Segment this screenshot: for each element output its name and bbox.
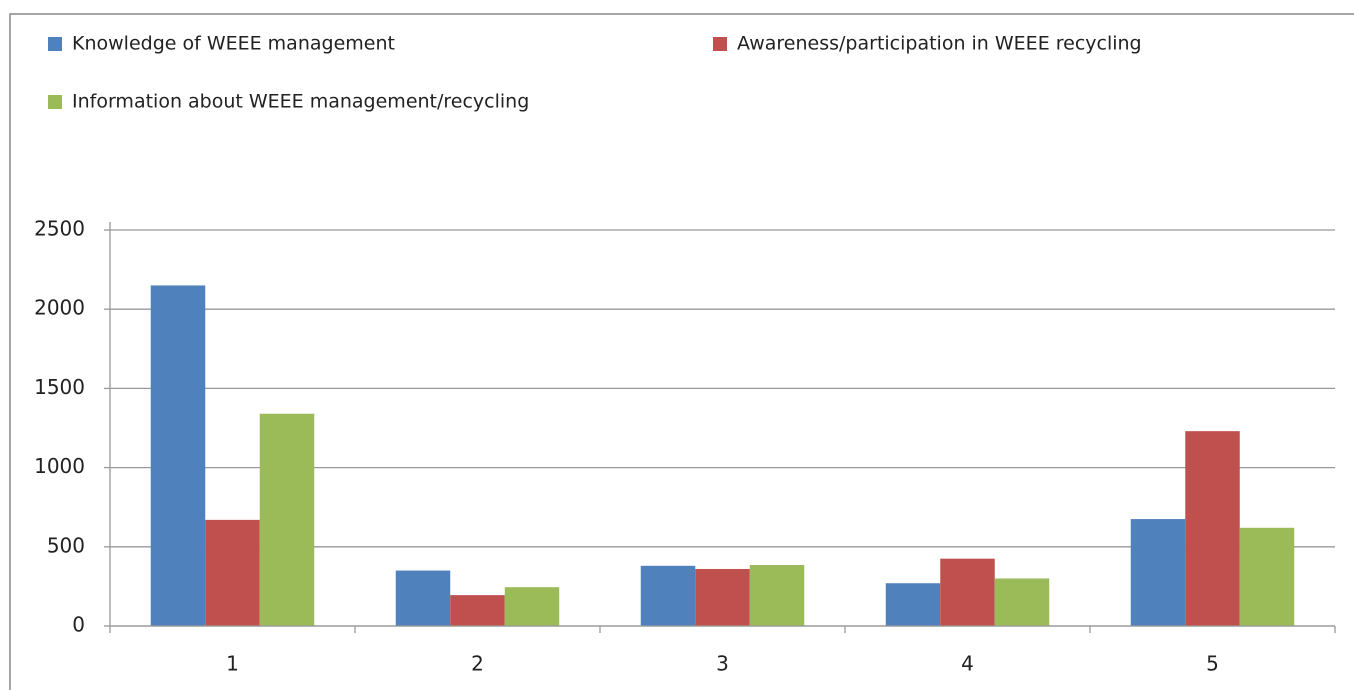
bar: [749, 565, 805, 626]
y-tick-label: 1000: [34, 454, 85, 478]
x-tick-label: 1: [226, 652, 239, 676]
legend-label: Awareness/participation in WEEE recyclin…: [737, 33, 1142, 55]
bar: [205, 519, 260, 626]
bar: [695, 568, 750, 626]
y-tick-label: 0: [72, 613, 85, 637]
legend-label: Information about WEEE management/recycl…: [72, 91, 529, 113]
y-tick-label: 1500: [34, 375, 85, 399]
bar: [940, 558, 995, 626]
y-tick-label: 2000: [34, 296, 85, 320]
legend-swatch: [713, 37, 727, 51]
y-tick-label: 500: [47, 533, 85, 557]
bar: [994, 578, 1050, 626]
legend-label: Knowledge of WEEE management: [72, 33, 395, 55]
x-tick-label: 5: [1206, 652, 1219, 676]
bar: [1130, 519, 1186, 626]
bar: [450, 595, 505, 626]
bar: [150, 285, 206, 626]
bar: [504, 587, 560, 626]
bar: [259, 413, 315, 626]
bar: [1239, 527, 1295, 626]
bar: [885, 583, 941, 626]
bar: [395, 570, 451, 626]
legend-swatch: [48, 37, 62, 51]
x-tick-label: 2: [471, 652, 484, 676]
x-tick-label: 4: [961, 652, 974, 676]
bar: [640, 565, 696, 626]
y-tick-label: 2500: [34, 217, 85, 241]
legend-swatch: [48, 95, 62, 109]
x-tick-label: 3: [716, 652, 729, 676]
bar: [1185, 431, 1240, 626]
